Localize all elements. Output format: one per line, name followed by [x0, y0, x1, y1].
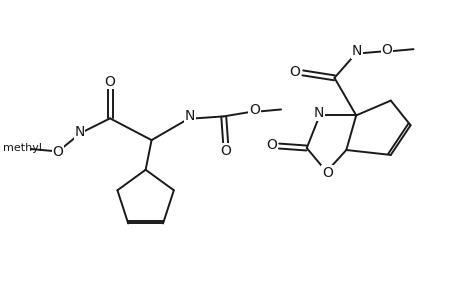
Text: O: O: [220, 144, 230, 158]
Text: O: O: [381, 43, 392, 57]
Text: O: O: [289, 65, 300, 79]
Text: O: O: [104, 75, 115, 89]
Text: O: O: [52, 145, 63, 159]
Text: N: N: [185, 110, 195, 123]
Text: N: N: [74, 125, 84, 139]
Text: N: N: [351, 44, 362, 58]
Text: O: O: [266, 138, 277, 152]
Text: O: O: [248, 103, 259, 118]
Text: methyl: methyl: [3, 143, 41, 153]
Text: N: N: [313, 106, 323, 120]
Text: O: O: [321, 166, 332, 180]
